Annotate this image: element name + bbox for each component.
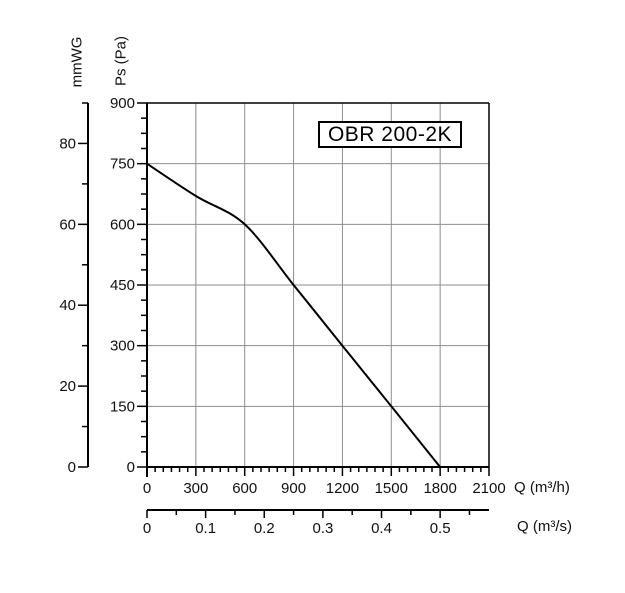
fan-performance-curve	[146, 162, 441, 468]
pa-tick-label: 450	[110, 277, 135, 294]
mmwg-tick-label: 0	[68, 459, 76, 476]
mmwg-tick-label: 60	[59, 216, 76, 233]
x-primary-tick-label: 0	[143, 480, 151, 497]
pa-tick-label: 750	[110, 156, 135, 173]
pa-tick-label: 150	[110, 398, 135, 415]
x-primary-tick-label: 1500	[375, 480, 408, 497]
x-primary-tick-label: 300	[183, 480, 208, 497]
x-primary-tick-label: 900	[281, 480, 306, 497]
x-secondary-tick-label: 0.3	[312, 520, 333, 537]
x-primary-tick-label: 1200	[326, 480, 359, 497]
x-secondary-tick-label: 0.2	[254, 520, 275, 537]
pa-tick-label: 900	[110, 95, 135, 112]
mmwg-axis-title: mmWG	[68, 36, 86, 88]
mmwg-tick-label: 80	[59, 135, 76, 152]
pa-tick-label: 600	[110, 216, 135, 233]
pa-tick-label: 300	[110, 338, 135, 355]
x-secondary-tick-label: 0.1	[195, 520, 216, 537]
x-primary-tick-label: 1800	[423, 480, 456, 497]
pa-axis-title: Ps (Pa)	[112, 35, 130, 87]
x-primary-tick-label: 2100	[472, 480, 505, 497]
x-secondary-tick-label: 0.4	[371, 520, 392, 537]
model-label-box: OBR 200-2K	[318, 121, 462, 148]
pa-tick-label: 0	[127, 459, 135, 476]
x-secondary-tick-label: 0.5	[430, 520, 451, 537]
mmwg-tick-label: 40	[59, 297, 76, 314]
x-secondary-axis-title: Q (m³/s)	[517, 518, 572, 535]
x-primary-tick-label: 600	[232, 480, 257, 497]
mmwg-tick-label: 20	[59, 378, 76, 395]
x-primary-axis-title: Q (m³/h)	[514, 479, 570, 496]
x-secondary-tick-label: 0	[143, 520, 151, 537]
model-label: OBR 200-2K	[327, 122, 453, 146]
